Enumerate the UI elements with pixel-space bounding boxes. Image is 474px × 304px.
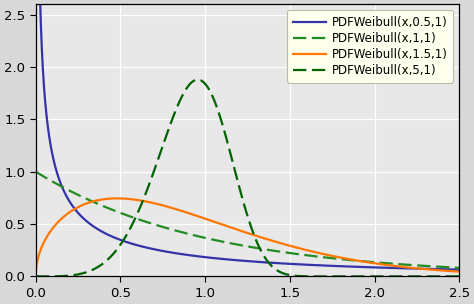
PDFWeibull(x,5,1) [81, 271, 87, 275]
PDFWeibull(x,5,1) [195, 78, 201, 81]
PDFWeibull(x,0.5,1) [195, 254, 201, 258]
PDFWeibull(x,5,1) [448, 275, 454, 278]
PDFWeibull(x,1,1) [448, 266, 454, 269]
PDFWeibull(x,1.5,1) [214, 221, 219, 224]
Line: PDFWeibull(x,1.5,1): PDFWeibull(x,1.5,1) [36, 199, 459, 273]
PDFWeibull(x,1,1) [33, 170, 39, 174]
PDFWeibull(x,1,1) [106, 207, 112, 210]
PDFWeibull(x,5,1) [33, 275, 39, 278]
PDFWeibull(x,1.5,1) [33, 271, 39, 275]
PDFWeibull(x,5,1) [402, 275, 408, 278]
PDFWeibull(x,1,1) [214, 239, 219, 242]
Line: PDFWeibull(x,5,1): PDFWeibull(x,5,1) [36, 80, 459, 276]
PDFWeibull(x,0.5,1) [106, 233, 112, 237]
PDFWeibull(x,0.5,1) [402, 267, 408, 270]
PDFWeibull(x,1,1) [81, 196, 87, 199]
PDFWeibull(x,1.5,1) [456, 270, 462, 274]
PDFWeibull(x,1,1) [456, 266, 462, 270]
Line: PDFWeibull(x,1,1): PDFWeibull(x,1,1) [36, 172, 459, 268]
PDFWeibull(x,1.5,1) [81, 202, 87, 206]
PDFWeibull(x,0.5,1) [448, 268, 454, 271]
PDFWeibull(x,0.5,1) [81, 217, 87, 221]
PDFWeibull(x,5,1) [106, 256, 112, 260]
PDFWeibull(x,1.5,1) [114, 197, 120, 200]
PDFWeibull(x,0.5,1) [214, 257, 219, 260]
PDFWeibull(x,5,1) [214, 105, 219, 109]
PDFWeibull(x,1.5,1) [195, 215, 201, 218]
PDFWeibull(x,1,1) [402, 263, 408, 266]
PDFWeibull(x,1,1) [195, 234, 201, 238]
Line: PDFWeibull(x,0.5,1): PDFWeibull(x,0.5,1) [36, 0, 459, 270]
PDFWeibull(x,5,1) [456, 275, 462, 278]
PDFWeibull(x,1.5,1) [106, 197, 112, 201]
PDFWeibull(x,1.5,1) [402, 265, 408, 269]
PDFWeibull(x,1.5,1) [448, 269, 454, 273]
PDFWeibull(x,0.5,1) [456, 268, 462, 271]
PDFWeibull(x,5,1) [195, 78, 201, 81]
Legend: PDFWeibull(x,0.5,1), PDFWeibull(x,1,1), PDFWeibull(x,1.5,1), PDFWeibull(x,5,1): PDFWeibull(x,0.5,1), PDFWeibull(x,1,1), … [287, 10, 453, 83]
